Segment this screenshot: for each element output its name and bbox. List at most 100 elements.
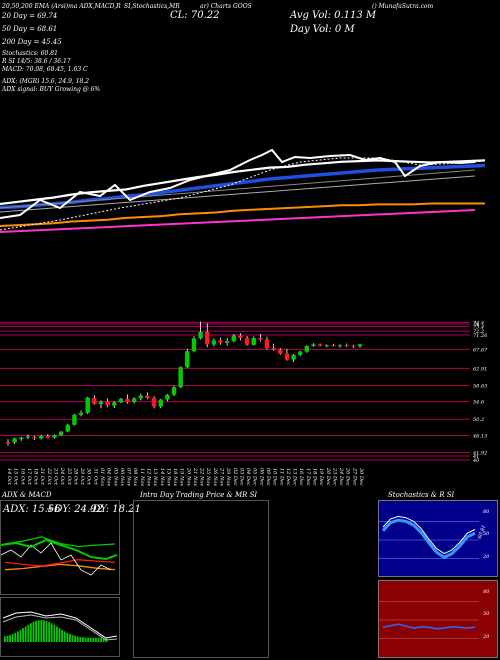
macd-hist-bar [76,636,79,642]
macd-hist-bar [97,637,100,642]
candle-body [32,437,37,439]
date-tick-label: 21 Nov [192,467,198,486]
candle-body [78,412,84,415]
date-tick-label: 17 Oct [26,468,32,486]
macd-signal-line [2,614,118,641]
candle-body [65,424,70,432]
candle-body [5,442,11,444]
macd-lines [2,611,118,642]
macd-hist-bar [48,621,50,642]
candle-body [205,332,210,345]
macd-hist-bar [74,635,76,642]
date-tick-label: 11 Dec [278,468,284,486]
candle-body [258,338,263,340]
date-tick-label: 25 Oct [66,467,72,486]
macd-label: MACD: 70.08, 68.45, 1.63 C [2,66,88,73]
dotted-line [0,157,486,231]
macd-hist-bar [9,634,11,642]
date-tick-label: 20 Dec [325,467,331,486]
candle-body [125,398,130,402]
candle-body [185,351,190,368]
candle-body [52,435,57,438]
date-tick-label: 05 Dec [252,468,258,486]
date-tick-label: 18 Dec [312,468,318,486]
candle-body [85,397,90,413]
macd-hist-bar [71,634,74,642]
macd-hist-bar [43,620,45,642]
stoch-lines [379,515,479,560]
macd-hist-bar [50,623,53,642]
candle-body [331,345,336,347]
date-tick-label: 24 Dec [338,467,344,486]
adx-macd-title: ADX & MACD [2,491,52,499]
adx-label: ADX: (MGR) 15.6, 24.9, 18.2 [2,78,90,85]
candle-body [264,339,270,348]
header-line1-right: () MunafaSutra.com [372,3,434,10]
candle-body [58,431,64,436]
date-tick-label: 30 Dec [358,468,364,486]
date-tick-label: 16 Dec [298,468,304,486]
candle-body [344,345,349,347]
macd-hist-bar [17,631,19,642]
rsi-line [382,623,476,630]
candle-body [72,414,77,425]
candle-body [19,437,24,440]
adx-green-line [1,538,118,561]
candle-body [151,398,157,407]
macd-hist-bar [82,637,84,642]
header-line1-mid: SI,Stochastics,MR [124,3,180,10]
stoch-tick-20: 20 [483,554,490,560]
date-tick-label: 17 Dec [305,468,311,486]
price-tick-label: 58.63 [473,383,487,389]
candle-body [298,351,303,355]
stoch-panel: 80 50 20 60.81 [378,500,498,577]
macd-hist-bar [58,628,61,642]
price-tick-label: 71.26 [473,333,488,339]
price-tick-label: 74.4 [473,320,484,326]
macd-hist-bar [11,633,14,642]
macd-hist-bar [40,620,43,642]
date-tick-label: 07 Nov [126,468,132,486]
day-vol-label: Day Vol: 0 M [290,24,355,35]
pdy-value: +DY: 24.92 [46,504,103,515]
adx-panel: ADX: 15.56 +DY: 24.92 -DY: 18.21 [0,500,141,595]
stoch-tick-80: 80 [483,509,490,515]
price-tick-label: 73.4 [473,324,484,330]
candle-body [304,346,310,352]
candle-body [198,332,203,339]
adx-lines [1,536,118,576]
stoch-d-line [382,515,476,555]
ema-chart [0,148,486,233]
candle-body [244,338,250,345]
price-line [0,148,476,219]
adx-white-line [1,542,112,576]
candle-body [324,345,329,347]
date-tick-label: 23 Dec [331,467,337,486]
candle-body [12,438,17,443]
macd-hist-bar [19,629,22,642]
date-tick-label: 12 Nov [145,468,151,486]
date-tick-label: 29 Nov [225,467,231,486]
date-tick-label: 19 Dec [318,468,324,486]
candle-body [112,402,117,406]
price-tick-label: 40 [472,458,480,464]
candle-body [92,398,97,404]
macd-hist-bar [45,620,48,642]
macd-hist-bar [95,637,97,642]
candle-body [158,399,163,407]
macd-hist-bar [92,637,95,642]
date-tick-label: 28 Oct [72,467,78,486]
date-tick-label: 11 Nov [139,468,145,486]
macd-hist-bar [30,623,32,642]
date-tick-label: 01 Nov [99,468,105,486]
candle-body [251,338,256,345]
candle-body [171,387,177,395]
candle-body [191,338,197,352]
macd-hist-bar [63,631,66,642]
candle-body [165,394,170,400]
macd-hist-bar [32,621,35,642]
date-tick-label: 31 Oct [92,468,98,486]
header-line1-left: 20,50,200 EMA (Arsi)ma ADX,MACD,R [2,3,121,10]
avg-vol-label: Avg Vol: 0.113 M [290,10,377,21]
